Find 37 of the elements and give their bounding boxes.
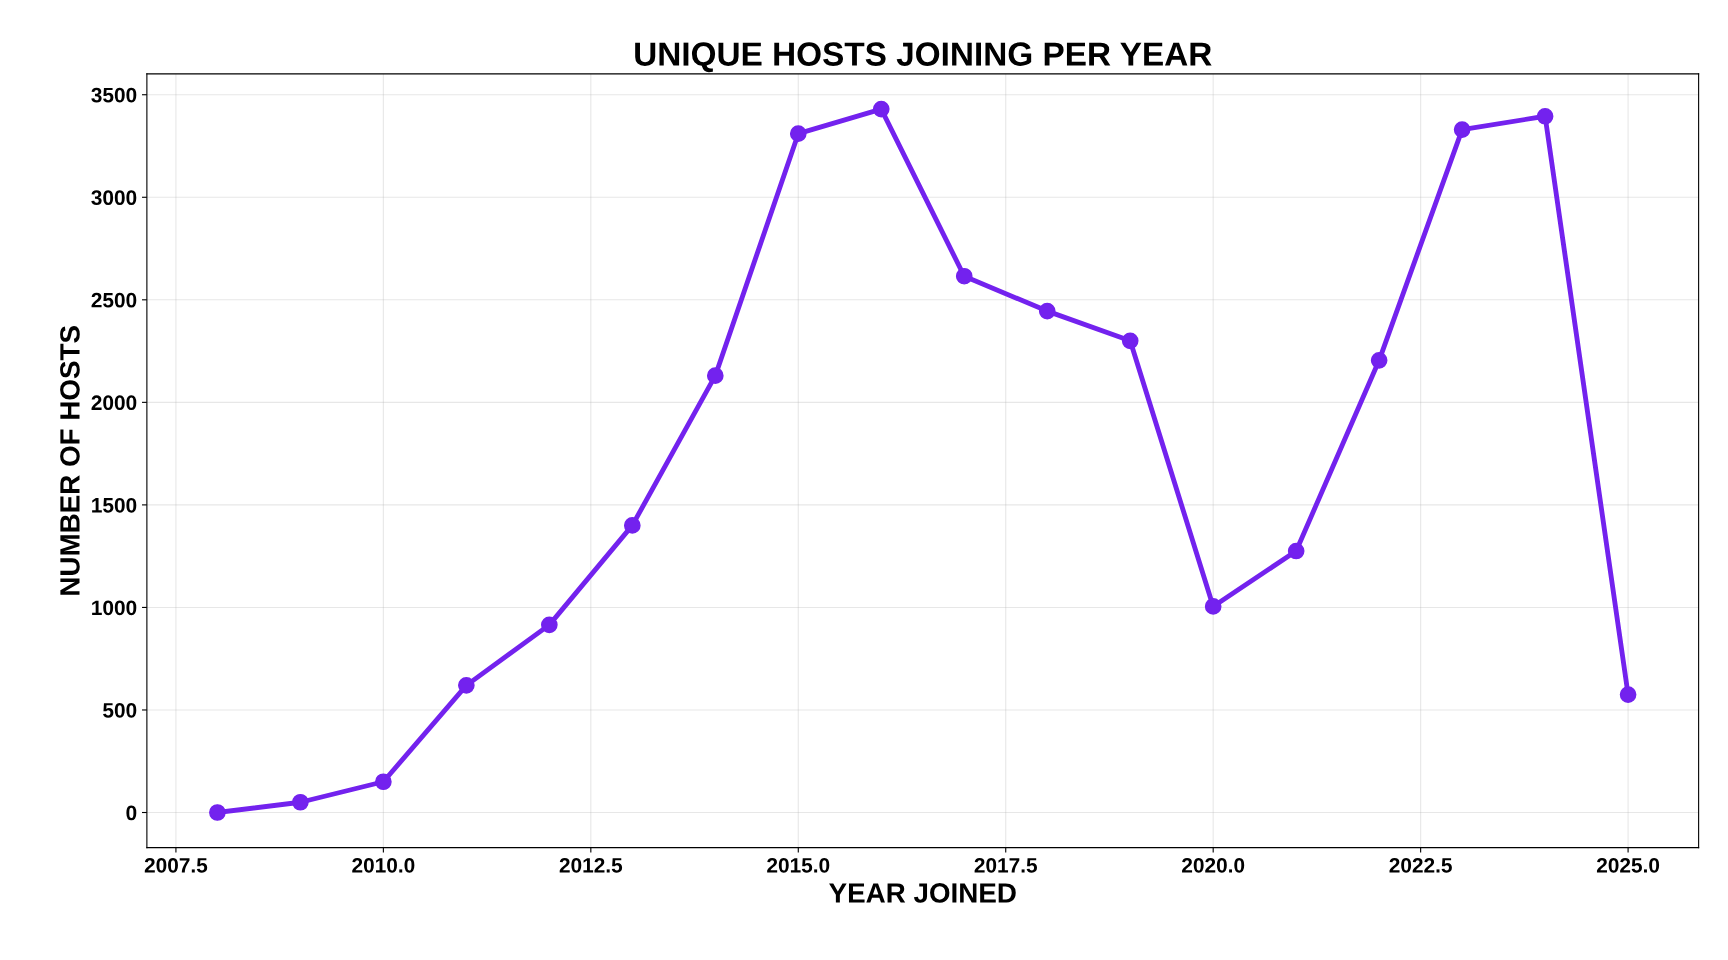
point bbox=[1038, 302, 1056, 320]
x-axis-title: YEAR JOINED bbox=[829, 883, 1016, 903]
point bbox=[623, 517, 641, 534]
point bbox=[789, 125, 807, 143]
y-tick-label: 3500 bbox=[91, 87, 137, 103]
point bbox=[1204, 598, 1222, 615]
y-tick-label: 1000 bbox=[92, 600, 137, 616]
x-tick-label: 2007.5 bbox=[144, 857, 208, 873]
point bbox=[1536, 107, 1554, 125]
x-tick-label: 2010.0 bbox=[352, 857, 415, 873]
point bbox=[955, 267, 973, 285]
x-tick-label: 2012.5 bbox=[559, 857, 623, 873]
point bbox=[209, 804, 226, 821]
point bbox=[458, 677, 475, 694]
x-tick-label: 2022.5 bbox=[1389, 857, 1452, 873]
x-tick-label: 2020.0 bbox=[1182, 857, 1245, 873]
y-tick-label: 2500 bbox=[91, 292, 137, 308]
point bbox=[1121, 332, 1139, 350]
point bbox=[1287, 542, 1305, 560]
point bbox=[541, 616, 558, 634]
y-tick-label: 500 bbox=[103, 702, 137, 718]
point bbox=[872, 100, 890, 118]
x-tick-label: 2025.0 bbox=[1596, 857, 1660, 873]
y-tick-label: 3000 bbox=[91, 190, 137, 206]
x-tick-label: 2015.0 bbox=[767, 857, 830, 873]
y-tick-label: 2000 bbox=[91, 395, 137, 411]
x-tick-label: 2017.5 bbox=[974, 857, 1038, 873]
point bbox=[375, 773, 392, 791]
point bbox=[1619, 686, 1637, 703]
point bbox=[706, 367, 724, 385]
y-tick-label: 1500 bbox=[92, 497, 137, 513]
chart-title: UNIQUE HOSTS JOINING PER YEAR bbox=[635, 42, 1212, 73]
point bbox=[1370, 351, 1388, 369]
y-axis-title: NUMBER OF HOSTS bbox=[60, 326, 80, 595]
y-tick-label: 0 bbox=[126, 805, 137, 821]
point bbox=[292, 793, 309, 811]
point bbox=[1453, 121, 1471, 138]
